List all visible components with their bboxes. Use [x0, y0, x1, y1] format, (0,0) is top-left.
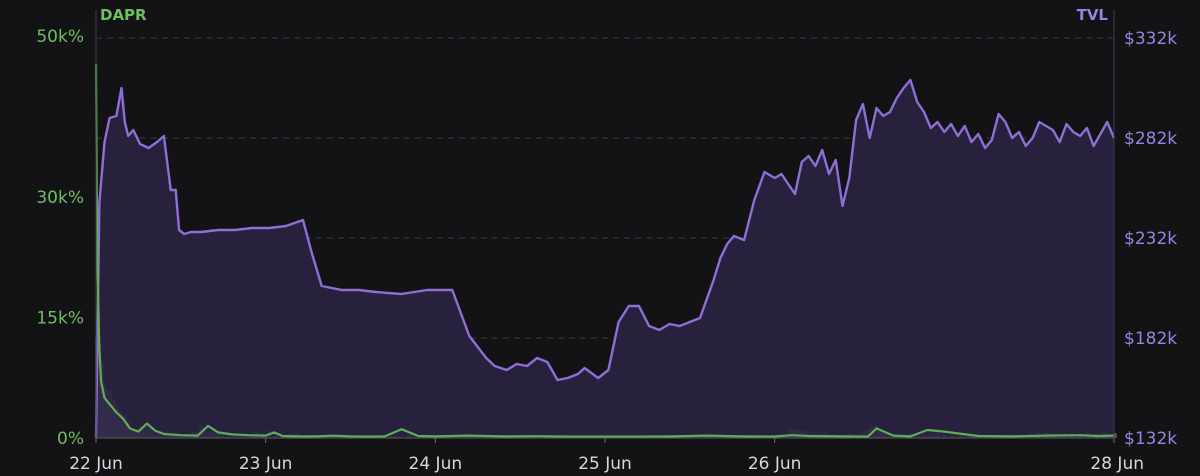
left-tick-label: 0%: [57, 429, 84, 449]
tick-labels: 0% 15k% 30k% 50k% $132k $182k $232k $282k $332k 2…: [36, 27, 1177, 474]
tvl-area: [96, 80, 1114, 438]
tvl-series: [94, 78, 1116, 439]
dapr-line: [94, 64, 1115, 438]
right-tick-label: $332k: [1124, 29, 1177, 49]
tvl-line: [94, 78, 1116, 439]
x-tick-label: 23 Jun: [239, 454, 293, 474]
x-tick-label: 25 Jun: [578, 454, 632, 474]
x-tick-label: 28 Jun: [1090, 454, 1144, 474]
x-tick-label: 22 Jun: [69, 454, 123, 474]
right-tick-label: $132k: [1124, 429, 1177, 449]
right-tick-label: $282k: [1124, 129, 1177, 149]
x-tick-label: 24 Jun: [409, 454, 463, 474]
left-axis-title: DAPR: [100, 6, 147, 24]
right-axis-title: TVL: [1077, 6, 1109, 24]
x-tick-label: 26 Jun: [748, 454, 802, 474]
left-tick-label: 50k%: [36, 27, 84, 47]
right-tick-label: $232k: [1124, 229, 1177, 249]
left-tick-label: 30k%: [36, 188, 84, 208]
left-tick-label: 15k%: [36, 308, 84, 328]
right-tick-label: $182k: [1124, 329, 1177, 349]
dapr-series: [94, 64, 1115, 438]
